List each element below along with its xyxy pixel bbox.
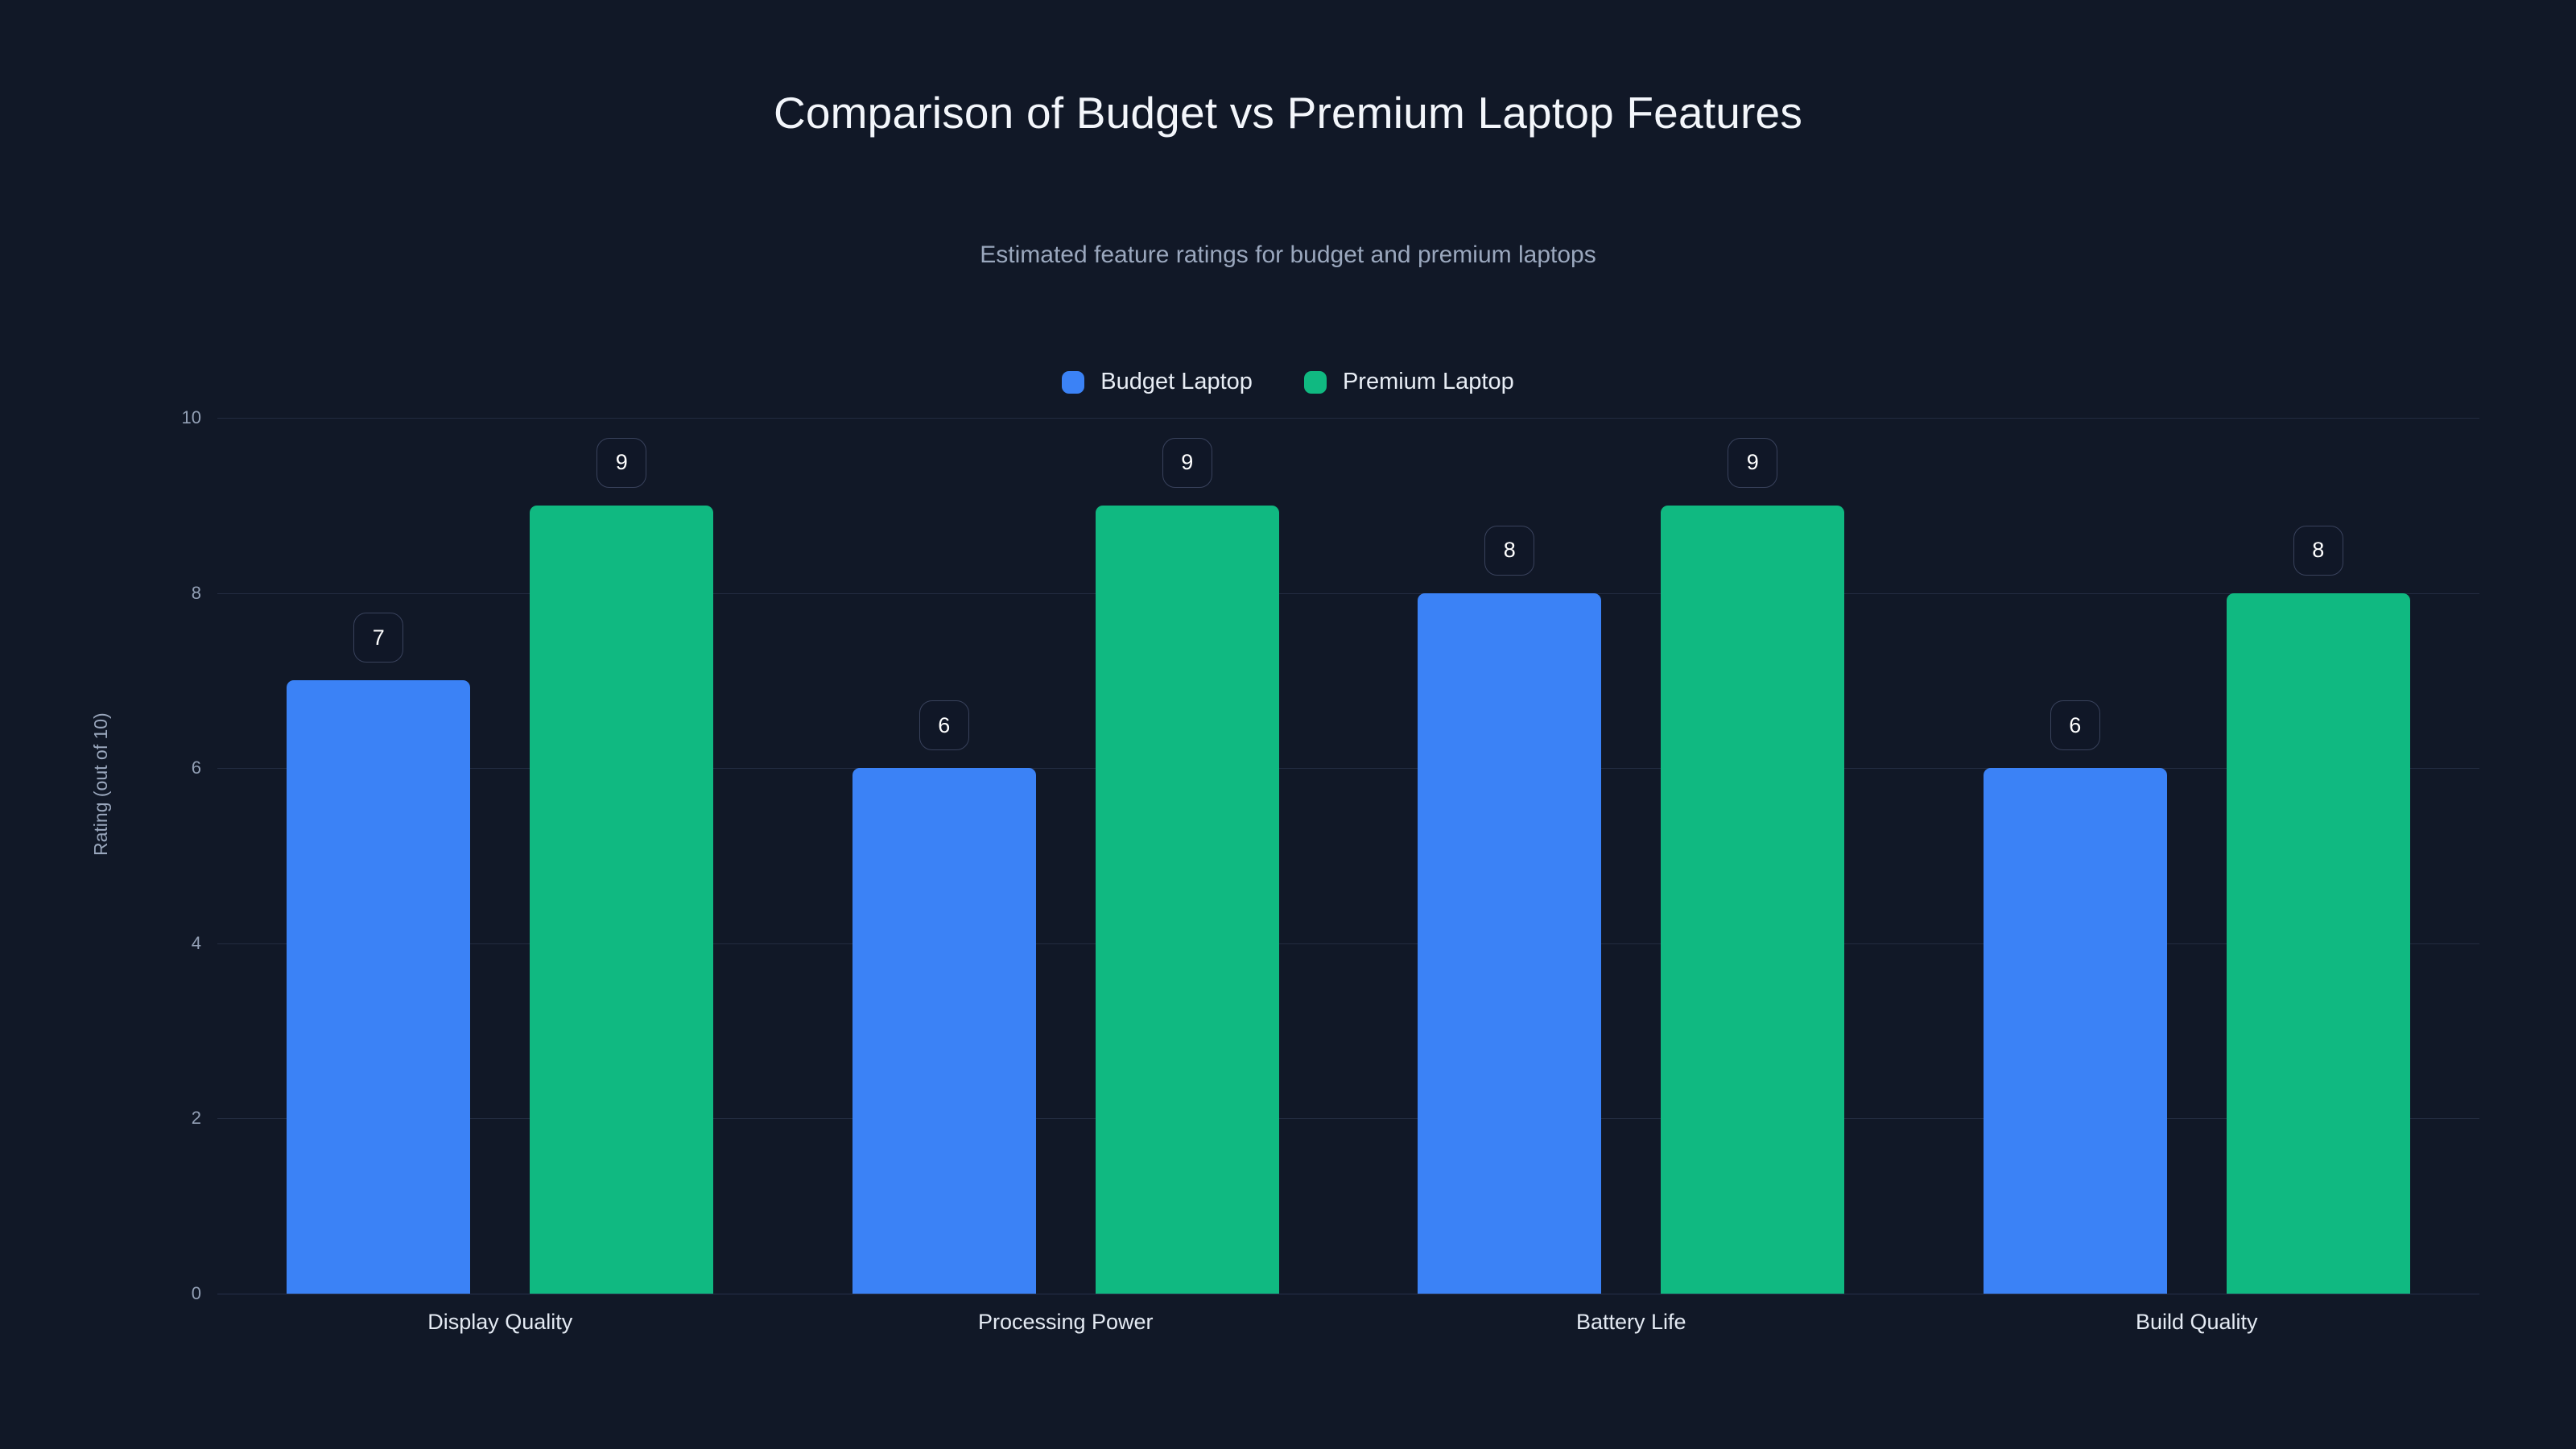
x-axis-tick-label: Build Quality bbox=[2135, 1310, 2258, 1334]
bar-value-badge: 9 bbox=[1162, 437, 1212, 488]
bar-value-badge: 8 bbox=[1484, 525, 1535, 576]
bar-premium[interactable] bbox=[2226, 592, 2410, 1294]
gridline bbox=[217, 592, 2479, 594]
legend-swatch-icon-premium bbox=[1303, 370, 1327, 394]
x-axis-tick-label: Display Quality bbox=[427, 1310, 573, 1334]
bar-budget[interactable] bbox=[287, 680, 471, 1294]
chart-title: Comparison of Budget vs Premium Laptop F… bbox=[773, 88, 1803, 138]
gridline bbox=[217, 1118, 2479, 1120]
x-axis-tick-label: Battery Life bbox=[1575, 1310, 1686, 1334]
y-axis-tick-label: 6 bbox=[191, 758, 201, 778]
legend-swatch-icon-budget bbox=[1062, 370, 1085, 394]
bar-budget[interactable] bbox=[852, 768, 1036, 1294]
plot-area bbox=[217, 418, 2479, 1294]
bar-budget[interactable] bbox=[1983, 768, 2167, 1294]
gridline bbox=[217, 943, 2479, 944]
bar-value-badge: 6 bbox=[2050, 700, 2100, 751]
bar-value-badge: 9 bbox=[597, 437, 647, 488]
bar-budget[interactable] bbox=[1418, 592, 1602, 1294]
legend-label-premium: Premium Laptop bbox=[1342, 369, 1514, 394]
x-axis-tick-label: Processing Power bbox=[977, 1310, 1154, 1334]
y-axis-title: Rating (out of 10) bbox=[90, 712, 111, 856]
bar-value-badge: 7 bbox=[353, 613, 404, 663]
y-axis-tick-label: 0 bbox=[191, 1283, 201, 1303]
legend-item-premium-laptop[interactable]: Premium Laptop bbox=[1303, 369, 1514, 395]
y-axis-tick-label: 8 bbox=[191, 582, 201, 603]
chart-legend: Budget Laptop Premium Laptop bbox=[0, 369, 2576, 395]
y-axis-tick-label: 4 bbox=[191, 932, 201, 953]
legend-label-budget: Budget Laptop bbox=[1100, 369, 1253, 394]
y-axis-tick-label: 2 bbox=[191, 1108, 201, 1129]
y-axis-tick-label: 10 bbox=[181, 407, 201, 427]
bar-value-badge: 9 bbox=[1728, 437, 1778, 488]
bar-value-badge: 6 bbox=[919, 700, 969, 751]
bar-premium[interactable] bbox=[1095, 505, 1279, 1294]
legend-item-budget-laptop[interactable]: Budget Laptop bbox=[1062, 369, 1253, 395]
bar-premium[interactable] bbox=[1661, 505, 1845, 1294]
bar-value-badge: 8 bbox=[2293, 525, 2343, 576]
gridline bbox=[217, 768, 2479, 770]
bar-premium[interactable] bbox=[530, 505, 714, 1294]
chart-subtitle: Estimated feature ratings for budget and… bbox=[980, 242, 1596, 268]
gridline bbox=[217, 418, 2479, 419]
